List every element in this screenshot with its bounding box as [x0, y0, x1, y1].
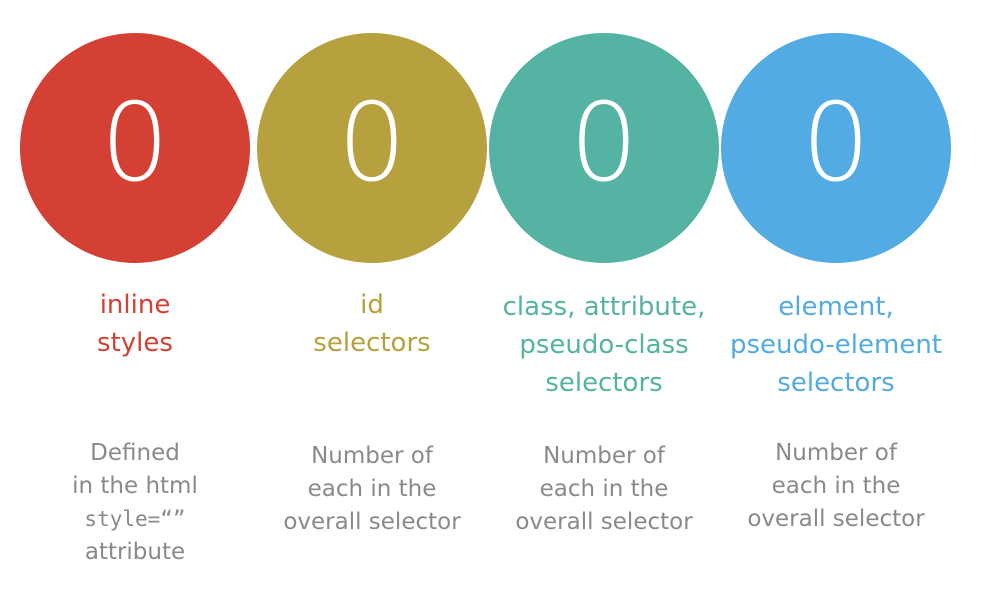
id-selectors-circle: 0 [257, 33, 487, 263]
class-selectors-circle: 0 [489, 33, 719, 263]
element-selectors-description: Number of each in the overall selector [747, 440, 925, 532]
class-selectors-count: 0 [569, 81, 639, 206]
id-selectors-label: id selectors [313, 290, 431, 358]
id-selectors-count: 0 [337, 81, 407, 206]
element-selectors-circle: 0 [721, 33, 951, 263]
element-selectors-count: 0 [801, 81, 871, 206]
column-inline-styles: 0 inline styles Defined in the html styl… [15, 0, 255, 602]
inline-styles-label: inline styles [97, 290, 173, 358]
column-class-selectors: 0 class, attribute, pseudo-class selecto… [484, 0, 724, 602]
id-selectors-description: Number of each in the overall selector [283, 443, 461, 535]
class-selectors-label: class, attribute, pseudo-class selectors [502, 292, 706, 398]
element-selectors-label: element, pseudo-element selectors [729, 292, 942, 398]
column-id-selectors: 0 id selectors Number of each in the ove… [252, 0, 492, 602]
inline-styles-circle: 0 [20, 33, 250, 263]
style-attribute-code: style=“” [84, 507, 186, 531]
inline-styles-description: Defined in the html style=“” attribute [15, 437, 255, 569]
class-selectors-description: Number of each in the overall selector [515, 443, 693, 535]
inline-styles-count: 0 [100, 81, 170, 206]
column-element-selectors: 0 element, pseudo-element selectors Numb… [716, 0, 956, 602]
